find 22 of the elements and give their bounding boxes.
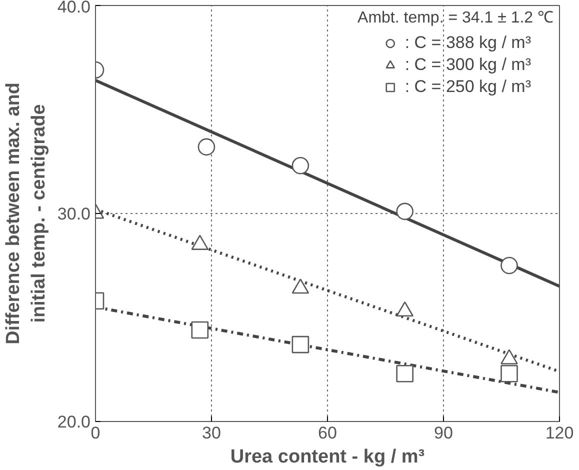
point [500, 256, 518, 274]
point [292, 336, 310, 354]
legend-label: : C = 388 kg / m³ [404, 33, 531, 53]
y-tick-label: 20.0 [57, 412, 91, 432]
point [500, 365, 518, 382]
y-tick-label: 30.0 [57, 204, 91, 224]
point [191, 321, 209, 339]
annotation: Ambt. temp. = 34.1 ± 1.2 ℃ [358, 10, 554, 26]
legend-label: : C = 250 kg / m³ [404, 77, 531, 97]
x-tick-label: 120 [545, 424, 574, 442]
x-tick-label: 0 [90, 424, 100, 442]
y-tick-label: 40.0 [57, 0, 91, 16]
y-axis-title: Difference between max. and initial temp. - centigrade [3, 82, 50, 344]
x-tick-label: 90 [434, 424, 453, 442]
point [396, 202, 414, 220]
point [396, 365, 414, 382]
x-axis-title: Urea content - kg / m³ [230, 446, 425, 468]
legend-label: : C = 300 kg / m³ [404, 55, 531, 75]
x-tick-label: 60 [318, 424, 337, 442]
x-tick-label: 30 [202, 424, 221, 442]
point [198, 138, 216, 156]
point [292, 157, 310, 174]
